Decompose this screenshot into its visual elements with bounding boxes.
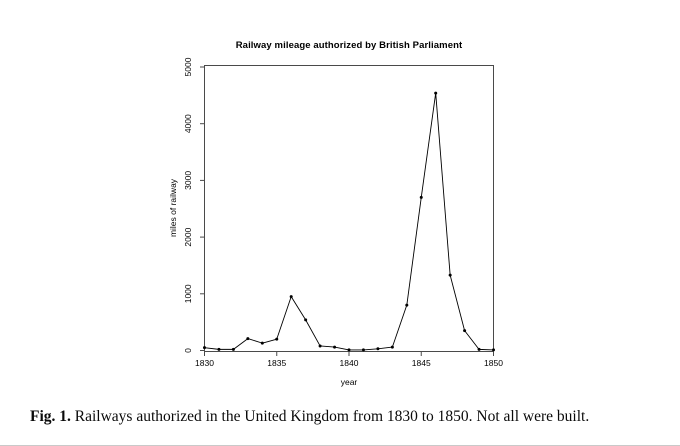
data-point <box>231 347 235 351</box>
railway-chart-plot: 1830 1835 1840 1845 1850 0 1000 2000 3000 4000 500… <box>183 57 503 368</box>
data-point <box>275 337 279 341</box>
railway-chart-figure: Railway mileage authorized by British Pa… <box>168 40 503 387</box>
x-tick-label: 1850 <box>484 358 503 368</box>
y-tick-label: 4000 <box>183 114 193 133</box>
chart-title: Railway mileage authorized by British Pa… <box>235 40 463 51</box>
data-line <box>204 92 494 351</box>
x-tick-label: 1845 <box>412 358 431 368</box>
figure-caption-text: Railways authorized in the United Kingdo… <box>70 408 590 425</box>
data-point <box>203 346 206 350</box>
data-point <box>477 347 481 351</box>
data-point <box>390 345 394 349</box>
x-tick-label: 1830 <box>195 358 214 368</box>
data-point <box>492 348 495 352</box>
data-point <box>463 329 467 333</box>
data-point <box>304 318 308 322</box>
data-point <box>289 295 293 299</box>
data-point <box>217 347 221 351</box>
y-tick-label: 3000 <box>183 171 193 190</box>
y-tick-label: 1000 <box>183 284 193 303</box>
data-point <box>333 345 337 349</box>
x-tick-label: 1835 <box>267 358 286 368</box>
data-point <box>347 348 351 352</box>
figure-caption: Fig. 1. Railways authorized in the Unite… <box>30 406 652 428</box>
data-point <box>246 337 250 341</box>
data-point <box>405 303 409 307</box>
x-tick-label: 1840 <box>340 358 359 368</box>
y-tick-label: 0 <box>183 348 193 353</box>
data-point <box>434 91 438 95</box>
y-tick-label: 2000 <box>183 227 193 246</box>
plot-box <box>204 65 494 352</box>
figure-caption-label: Fig. 1. <box>30 408 71 425</box>
data-point <box>361 348 365 352</box>
data-point <box>419 195 423 199</box>
data-point <box>318 344 322 348</box>
data-point <box>448 273 452 277</box>
y-tick-label: 5000 <box>183 57 193 76</box>
x-axis-label: year <box>340 377 358 387</box>
data-point <box>260 341 264 345</box>
data-point <box>376 347 380 351</box>
y-axis-label: miles of railway <box>168 178 178 238</box>
